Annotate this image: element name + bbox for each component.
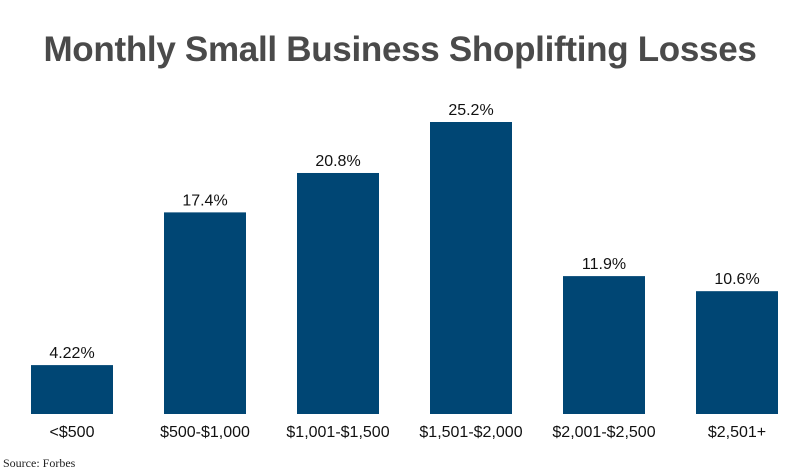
data-label-3: 25.2%: [448, 102, 493, 119]
bar-2: [297, 172, 379, 414]
data-label-4: 11.9%: [582, 256, 626, 273]
x-tick-label-2: $1,001-$1,500: [286, 424, 389, 441]
data-label-2: 20.8%: [315, 153, 360, 170]
data-label-0: 4.22%: [49, 345, 94, 362]
bar-1: [164, 212, 246, 414]
data-label-1: 17.4%: [182, 192, 227, 209]
x-axis-tick-labels: <$500 $500-$1,000 $1,001-$1,500 $1,501-$2,0…: [50, 424, 767, 441]
x-tick-label-4: $2,001-$2,500: [552, 424, 655, 441]
x-tick-label-1: $500-$1,000: [160, 424, 250, 441]
bar-3: [430, 122, 512, 414]
bar-4: [563, 276, 645, 414]
data-labels-layer: 4.22% 17.4% 20.8% 25.2% 11.9% 10.6%: [49, 102, 759, 362]
bar-0: [31, 365, 113, 414]
x-tick-label-5: $2,501+: [708, 424, 766, 441]
chart-title: Monthly Small Business Shoplifting Losse…: [43, 30, 757, 69]
x-tick-label-3: $1,501-$2,000: [419, 424, 522, 441]
source-note: Source: Forbes: [3, 456, 76, 470]
bars-layer: [31, 122, 778, 414]
bar-5: [696, 291, 778, 414]
x-tick-label-0: <$500: [50, 424, 95, 441]
data-label-5: 10.6%: [714, 271, 759, 288]
